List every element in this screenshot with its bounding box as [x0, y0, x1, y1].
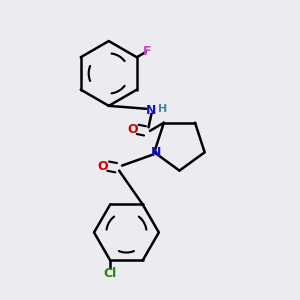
Text: Cl: Cl [103, 267, 117, 280]
Text: O: O [98, 160, 108, 173]
Text: O: O [127, 123, 138, 136]
Text: H: H [158, 104, 167, 114]
Text: F: F [143, 45, 151, 58]
Text: N: N [151, 146, 161, 159]
Text: N: N [146, 104, 157, 117]
